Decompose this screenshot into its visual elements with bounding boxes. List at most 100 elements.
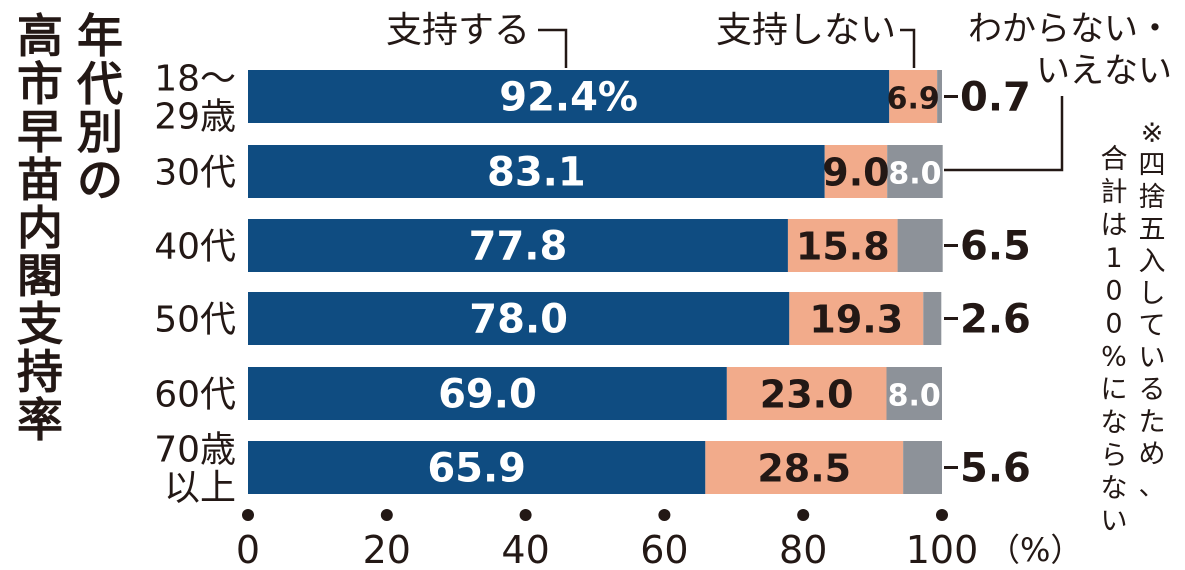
footnote-char: る [1139,375,1166,406]
bar-segment [903,441,942,494]
x-tick-label: 40 [501,528,549,570]
x-axis: 0 20 40 60 80 100 （%） [236,509,1082,570]
data-label: 9.0 [822,151,889,195]
data-label: 5.6 [960,446,1031,492]
footnote-char: に [1101,374,1128,405]
category-label: 29歳 [154,97,236,138]
chart-title-char: 苗 [17,153,63,207]
footnote-char: な [1101,407,1128,438]
data-label: 28.5 [757,447,851,491]
x-tick-dot [519,509,532,521]
data-label: 69.0 [438,372,537,418]
footnote-char: 合 [1101,144,1128,175]
bar-segment [886,367,942,420]
data-labels: 92.4% 6.9 0.783.1 9.08.077.8 15.8 6.578.0 19.3… [427,75,1031,492]
bar-segment [789,292,924,345]
x-tick-dot [797,509,810,521]
chart-title-char: 閣 [17,249,63,303]
bar-segment [824,145,888,198]
chart-title-char: 別 [77,105,123,159]
x-unit-label: （%） [988,531,1082,569]
footnote-char: 五 [1139,214,1166,245]
bar-segment [887,145,943,198]
data-label: 6.9 [887,82,940,117]
category-label: 60代 [154,375,236,416]
category-label: 50代 [154,300,236,341]
data-label: 15.8 [796,225,890,269]
category-label: 以上 [164,468,236,509]
footnote-char: 計 [1101,177,1128,208]
footnote-char: な [1101,473,1128,504]
data-label: 2.6 [960,297,1031,343]
footnote-char: 1 [1105,243,1122,274]
data-label: 78.0 [469,297,568,343]
bar-segment [897,219,943,272]
footnote-char: ※ [1141,118,1164,149]
footnote-char: は [1101,210,1128,241]
data-label: 92.4% [499,75,638,121]
footnote-char: た [1139,407,1166,438]
footnote-char: ら [1101,440,1128,471]
x-tick-label: 80 [779,528,827,570]
data-label: 0.7 [960,75,1031,121]
data-label: 6.5 [960,224,1031,270]
legend-label: わからない・ [968,9,1172,49]
bar-segment [787,219,898,272]
bar-segment [248,367,727,420]
category-label: 40代 [154,227,236,268]
x-tick-dot [380,509,393,521]
x-tick-label: 20 [363,528,411,570]
x-tick-dot [658,509,671,521]
data-label: 8.0 [888,379,941,414]
data-label: 65.9 [427,446,526,492]
bar-segment [248,145,825,198]
x-tick-label: 60 [640,528,688,570]
category-label: 18〜 [154,59,236,100]
footnote-char: 捨 [1139,182,1166,213]
chart-title-char: 代 [76,57,123,111]
bar-segment [726,367,887,420]
footnote-char: 四 [1139,150,1166,181]
footnote-char: め [1139,439,1166,470]
chart-title-char: 支 [17,297,63,351]
legend-leader [900,28,916,68]
chart-title-char: 内 [17,201,63,255]
bar-segment [248,441,706,494]
chart-title-char: 市 [17,57,63,111]
footnote-char: 、 [1139,471,1166,502]
x-tick-label: 100 [906,528,979,570]
legend-label: 支持しない [716,10,896,51]
legend-leader [944,96,1064,172]
data-label: 83.1 [487,150,586,196]
x-tick-dot [936,509,948,521]
bar-segment [705,441,904,494]
footnote-char: い [1139,343,1166,374]
legend-leader [538,28,568,68]
bar-segment [248,219,788,272]
data-label: 77.8 [469,224,568,270]
data-label: 8.0 [888,157,941,192]
chart-title-char: 率 [17,393,63,447]
chart-title-char: 早 [17,105,63,159]
chart-title-char: 持 [17,345,63,399]
category-label: 70歳 [154,430,236,471]
x-tick-label: 0 [236,528,260,570]
chart-title-char: の [77,153,123,207]
chart-title-char: 年 [77,9,123,63]
bar-segment [923,292,942,345]
data-label: 19.3 [809,298,903,342]
bar-segment [889,70,938,123]
bar-segment [248,70,890,123]
category-label: 30代 [154,153,236,194]
bar-segment [248,292,790,345]
legend: 支持する 支持しない わからない・いえない [386,9,1172,172]
data-label: 23.0 [760,373,854,417]
legend-label: 支持する [386,10,530,51]
chart-title-char: 高 [17,9,63,63]
x-tick-dot [242,509,254,521]
footnote-char: い [1101,506,1128,537]
footnote-char: て [1139,311,1166,342]
